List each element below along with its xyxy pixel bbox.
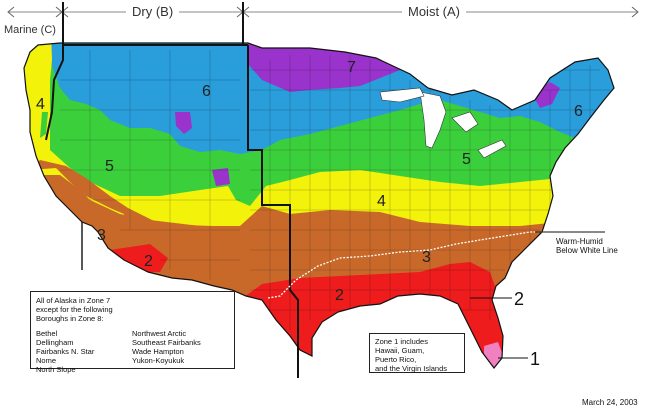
header-arrows bbox=[7, 6, 639, 18]
zone1-note-line3: Puerto Rico, bbox=[375, 355, 417, 364]
alaska-intro-2: except for the following bbox=[36, 305, 113, 314]
zone-label-2-gulf: 2 bbox=[335, 287, 344, 304]
zone-label-5-east: 5 bbox=[462, 151, 471, 168]
arrow-left-icon bbox=[7, 6, 15, 18]
alaska-boroughs: Bethel Dellingham Fairbanks N. Star Nome… bbox=[36, 329, 229, 374]
warm-humid-label: Warm-Humid Below White Line bbox=[556, 237, 618, 255]
dry-moist-divider bbox=[247, 45, 299, 378]
zone1-note-box: Zone 1 includes Hawaii, Guam, Puerto Ric… bbox=[369, 333, 465, 373]
marine-climate-label: Marine (C) bbox=[4, 24, 56, 36]
lake-huron bbox=[451, 111, 479, 133]
county-lines bbox=[60, 50, 610, 330]
zone-label-7: 7 bbox=[347, 59, 356, 76]
zone-label-6-west: 6 bbox=[202, 83, 211, 100]
zone1-note-line2: Hawaii, Guam, bbox=[375, 346, 425, 355]
zone1-note-line1: Zone 1 includes bbox=[375, 337, 428, 346]
zone-7-maine-fill bbox=[532, 82, 560, 108]
warm-humid-line2: Below White Line bbox=[556, 246, 618, 255]
us-outline bbox=[23, 42, 615, 369]
lake-erie bbox=[477, 139, 507, 159]
zone-label-2-west: 2 bbox=[144, 253, 153, 270]
marine-divider bbox=[45, 45, 64, 141]
zone-label-6-east: 6 bbox=[574, 103, 583, 120]
moist-climate-label: Moist (A) bbox=[402, 4, 466, 19]
county-verticals bbox=[269, 55, 591, 330]
arrow-right-icon bbox=[631, 6, 639, 18]
borough-item: Dellingham bbox=[36, 338, 74, 347]
borough-item: Southeast Fairbanks bbox=[132, 338, 201, 347]
borough-item: Fairbanks N. Star bbox=[36, 347, 95, 356]
borough-item: Yukon-Koyukuk bbox=[132, 356, 185, 365]
borough-item: Northwest Arctic bbox=[132, 329, 187, 338]
zone-label-1-callout: 1 bbox=[530, 349, 540, 369]
zone1-note-line4: and the Virgin Islands bbox=[375, 364, 447, 373]
alaska-intro-1: All of Alaska in Zone 7 bbox=[36, 296, 111, 305]
zone-4-marine-fill bbox=[24, 43, 52, 165]
zone-7-colorado-fill bbox=[212, 168, 230, 186]
alaska-note-box: All of Alaska in Zone 7 except for the f… bbox=[30, 291, 235, 374]
zone-5-coast-fill bbox=[40, 112, 48, 138]
zone-3-west-fill bbox=[30, 160, 236, 270]
state-grid-west bbox=[60, 50, 240, 280]
borough-item: Nome bbox=[36, 356, 57, 365]
alaska-boroughs-left: Bethel Dellingham Fairbanks N. Star Nome… bbox=[36, 329, 132, 374]
zone-label-2-callout: 2 bbox=[514, 289, 524, 309]
zone-label-4-west: 4 bbox=[36, 96, 45, 113]
zone-label-3-west: 3 bbox=[97, 227, 106, 244]
lake-superior bbox=[379, 87, 425, 103]
zone-7-rockies-fill bbox=[175, 112, 192, 134]
borough-item: Bethel bbox=[36, 329, 58, 338]
alaska-boroughs-right: Northwest Arctic Southeast Fairbanks Wad… bbox=[132, 329, 201, 374]
zone-label-3-east: 3 bbox=[422, 249, 431, 266]
warm-humid-white-line bbox=[267, 231, 550, 299]
borough-item: North Slope bbox=[36, 365, 76, 374]
zone-label-5-west: 5 bbox=[105, 158, 114, 175]
dry-climate-label: Dry (B) bbox=[126, 4, 180, 19]
warm-humid-line1: Warm-Humid bbox=[556, 237, 603, 246]
borough-item: Wade Hampton bbox=[132, 347, 184, 356]
lake-michigan bbox=[419, 91, 447, 149]
map-date: March 24, 2003 bbox=[582, 398, 638, 407]
alaska-intro-3: Boroughs in Zone 8: bbox=[36, 314, 104, 323]
zone-label-4-east: 4 bbox=[377, 193, 386, 210]
